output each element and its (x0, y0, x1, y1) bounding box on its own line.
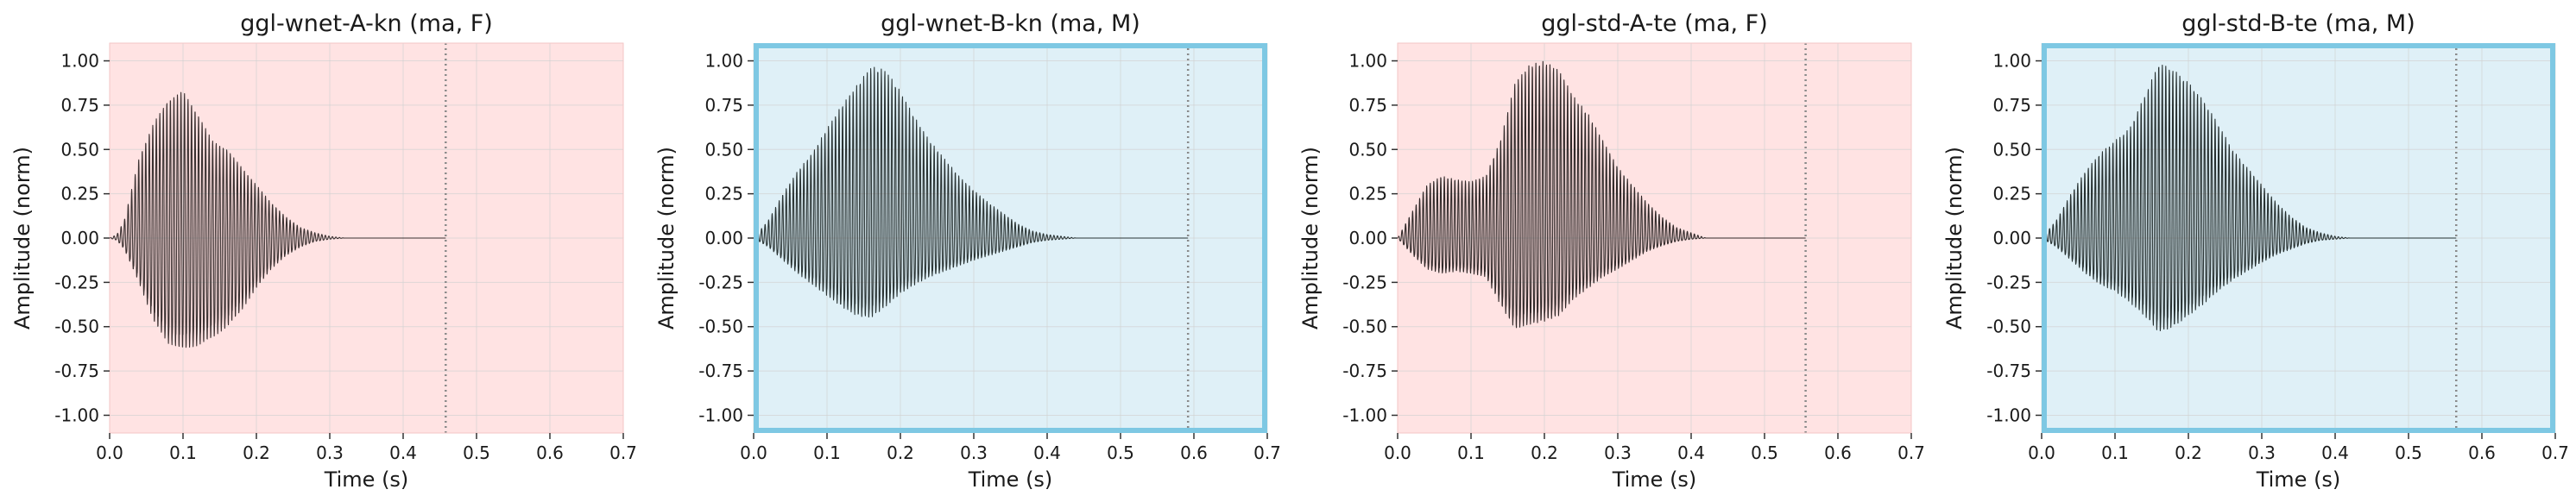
y-tick-label: 0.25 (1348, 184, 1387, 204)
y-tick-label: -0.50 (1342, 317, 1387, 337)
waveform-line (753, 66, 1189, 318)
x-tick-label: 0.6 (2468, 442, 2496, 463)
y-tick-label: -0.75 (698, 361, 743, 381)
y-tick-label: 0.75 (1348, 95, 1387, 116)
y-tick-label: -1.00 (1986, 405, 2031, 425)
x-tick-label: 0.2 (2175, 442, 2202, 463)
x-tick-label: 0.3 (316, 442, 344, 463)
waveform-line (109, 91, 446, 348)
y-tick-label: 0.25 (704, 184, 743, 204)
x-axis-label: Time (s) (1612, 467, 1697, 492)
x-axis-label: Time (s) (2256, 467, 2341, 492)
y-tick-label: -0.50 (1986, 317, 2031, 337)
y-axis-label: Amplitude (norm) (1942, 147, 1967, 329)
x-tick-label: 0.0 (96, 442, 123, 463)
x-tick-label: 0.2 (243, 442, 270, 463)
x-tick-label: 0.5 (1751, 442, 1778, 463)
x-tick-label: 0.6 (1180, 442, 1208, 463)
waveform-line (1397, 60, 1806, 329)
x-tick-label: 0.3 (960, 442, 988, 463)
panel-3: 0.0 0.1 0.2 0.3 0.4 0.5 0.6 0.7 -1.00 -0.75 -0.50 -… (1298, 10, 1925, 492)
y-tick-label: -0.25 (1986, 272, 2031, 292)
y-tick-label: -0.25 (1342, 272, 1387, 292)
x-tick-label: 0.2 (887, 442, 914, 463)
x-tick-label: 0.7 (1897, 442, 1925, 463)
y-tick-label: -0.75 (1342, 361, 1387, 381)
chart-title: ggl-std-B-te (ma, M) (2181, 10, 2415, 37)
y-tick-label: 0.50 (1348, 139, 1387, 160)
y-tick-label: 0.00 (1992, 228, 2031, 248)
y-tick-label: -0.25 (698, 272, 743, 292)
x-tick-label: 0.6 (536, 442, 564, 463)
chart-title: ggl-std-A-te (ma, F) (1541, 10, 1767, 37)
panel-4: 0.0 0.1 0.2 0.3 0.4 0.5 0.6 0.7 -1.00 -0.75 -0.50 -… (1942, 10, 2569, 492)
x-tick-label: 0.2 (1531, 442, 1558, 463)
x-tick-label: 0.7 (609, 442, 637, 463)
x-tick-label: 0.1 (169, 442, 197, 463)
y-tick-label: 0.50 (704, 139, 743, 160)
y-tick-label: 0.75 (1992, 95, 2031, 116)
x-tick-label: 0.7 (1253, 442, 1281, 463)
y-tick-label: 0.00 (704, 228, 743, 248)
y-tick-label: -0.75 (1986, 361, 2031, 381)
y-tick-label: -0.50 (698, 317, 743, 337)
x-tick-label: 0.0 (1384, 442, 1411, 463)
y-tick-label: 0.25 (1992, 184, 2031, 204)
y-tick-label: -0.75 (54, 361, 99, 381)
x-tick-label: 0.1 (813, 442, 841, 463)
y-tick-label: 0.75 (704, 95, 743, 116)
panel-2: 0.0 0.1 0.2 0.3 0.4 0.5 0.6 0.7 -1.00 -0.75 -0.50 -… (654, 10, 1281, 492)
y-tick-label: 0.00 (1348, 228, 1387, 248)
x-axis-label: Time (s) (324, 467, 409, 492)
x-tick-label: 0.1 (1457, 442, 1485, 463)
y-tick-label: 1.00 (1348, 51, 1387, 72)
x-tick-label: 0.6 (1824, 442, 1852, 463)
x-tick-label: 0.5 (2395, 442, 2422, 463)
y-tick-label: 0.50 (1992, 139, 2031, 160)
y-tick-label: 0.50 (60, 139, 99, 160)
y-tick-label: 1.00 (60, 51, 99, 72)
x-tick-label: 0.5 (463, 442, 490, 463)
x-tick-label: 0.0 (740, 442, 767, 463)
x-tick-label: 0.4 (1033, 442, 1061, 463)
y-tick-label: -1.00 (1342, 405, 1387, 425)
y-tick-label: 1.00 (1992, 51, 2031, 72)
x-tick-label: 0.7 (2541, 442, 2569, 463)
x-tick-label: 0.3 (1604, 442, 1632, 463)
y-tick-label: -1.00 (698, 405, 743, 425)
y-axis-label: Amplitude (norm) (1298, 147, 1323, 329)
y-tick-label: 0.75 (60, 95, 99, 116)
chart-title: ggl-wnet-B-kn (ma, M) (881, 10, 1140, 37)
x-tick-label: 0.4 (2321, 442, 2349, 463)
y-tick-label: -1.00 (54, 405, 99, 425)
chart-title: ggl-wnet-A-kn (ma, F) (240, 10, 493, 37)
y-tick-label: 1.00 (704, 51, 743, 72)
y-tick-label: -0.25 (54, 272, 99, 292)
x-tick-label: 0.4 (1677, 442, 1705, 463)
x-axis-label: Time (s) (968, 467, 1053, 492)
y-axis-label: Amplitude (norm) (654, 147, 679, 329)
x-tick-label: 0.1 (2101, 442, 2129, 463)
y-axis-label: Amplitude (norm) (10, 147, 35, 329)
y-tick-label: 0.25 (60, 184, 99, 204)
y-tick-label: 0.00 (60, 228, 99, 248)
waveform-line (2041, 64, 2457, 332)
x-tick-label: 0.3 (2248, 442, 2276, 463)
x-tick-label: 0.0 (2028, 442, 2055, 463)
x-tick-label: 0.4 (389, 442, 417, 463)
y-tick-label: -0.50 (54, 317, 99, 337)
x-tick-label: 0.5 (1107, 442, 1134, 463)
highlight-border (754, 43, 1267, 433)
panel-1: 0.0 0.1 0.2 0.3 0.4 0.5 0.6 0.7 -1.00 -0.75 -0.50 -… (10, 10, 637, 492)
highlight-border (2042, 43, 2555, 433)
